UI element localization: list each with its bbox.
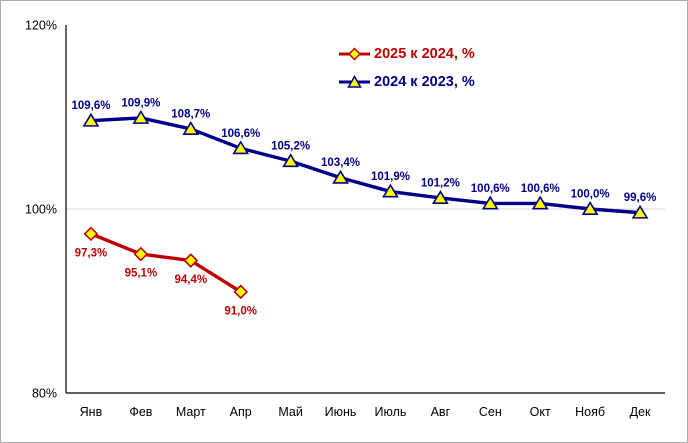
marker-triangle-icon (382, 183, 399, 198)
data-label: 100,6% (471, 183, 510, 195)
data-label: 109,6% (71, 100, 110, 112)
data-label: 100,6% (521, 183, 560, 195)
legend-triangle-icon (339, 74, 370, 88)
data-label: 101,9% (371, 171, 410, 183)
data-label: 106,6% (221, 128, 260, 140)
series-line-0 (89, 232, 243, 294)
marker-diamond-icon (233, 284, 249, 300)
data-label: 100,0% (571, 189, 610, 201)
x-tick-label: Апр (230, 405, 252, 419)
x-tick-label: Июнь (325, 405, 357, 419)
x-tick-label: Авг (431, 405, 451, 419)
marker-triangle-icon (282, 153, 300, 168)
marker-diamond-icon (133, 246, 149, 262)
x-tick-label: Сен (479, 405, 502, 419)
marker-diamond-icon (183, 253, 199, 268)
data-label: 94,4% (174, 274, 207, 286)
marker-triangle-icon (182, 121, 200, 135)
x-tick-label: Нояб (575, 405, 605, 419)
legend-label-2024: 2024 к 2023, % (374, 73, 475, 90)
y-tick-label: 80% (32, 387, 57, 401)
legend-entry-2025: 2025 к 2024, % (338, 47, 475, 62)
marker-diamond-icon (83, 226, 99, 242)
x-tick-label: Март (176, 405, 206, 419)
marker-triangle-icon (581, 201, 599, 215)
data-label: 91,0% (224, 305, 257, 317)
marker-triangle-icon (232, 140, 250, 155)
marker-triangle-icon (82, 112, 100, 127)
series-line-1 (89, 116, 642, 215)
marker-triangle-icon (481, 195, 499, 210)
x-tick-label: Фев (129, 405, 152, 419)
marker-triangle-icon (431, 190, 449, 204)
x-tick-label: Май (278, 405, 303, 419)
legend-diamond-icon (339, 47, 370, 61)
y-tick-label: 120% (25, 19, 57, 33)
data-label: 101,2% (421, 177, 460, 189)
data-label: 97,3% (75, 247, 108, 259)
marker-triangle-icon (332, 169, 349, 184)
x-tick-label: Дек (630, 405, 651, 419)
data-label: 109,9% (121, 97, 160, 109)
marker-triangle-icon (531, 195, 549, 210)
data-label: 103,4% (321, 157, 360, 169)
legend-entry-2024: 2024 к 2023, % (338, 73, 475, 90)
marker-triangle-icon (132, 109, 150, 124)
x-tick-label: Окт (530, 405, 551, 419)
legend: 2025 к 2024, % 2024 к 2023, % (338, 47, 475, 89)
x-tick-label: Июль (375, 405, 407, 419)
data-label: 99,6% (624, 192, 657, 204)
y-tick-label: 100% (25, 203, 57, 217)
data-label: 105,2% (271, 141, 310, 153)
legend-label-2025: 2025 к 2024, % (374, 46, 475, 62)
x-tick-label: Янв (80, 405, 103, 419)
marker-triangle-icon (631, 204, 649, 219)
data-label: 95,1% (125, 268, 158, 280)
data-label: 108,7% (171, 108, 210, 120)
